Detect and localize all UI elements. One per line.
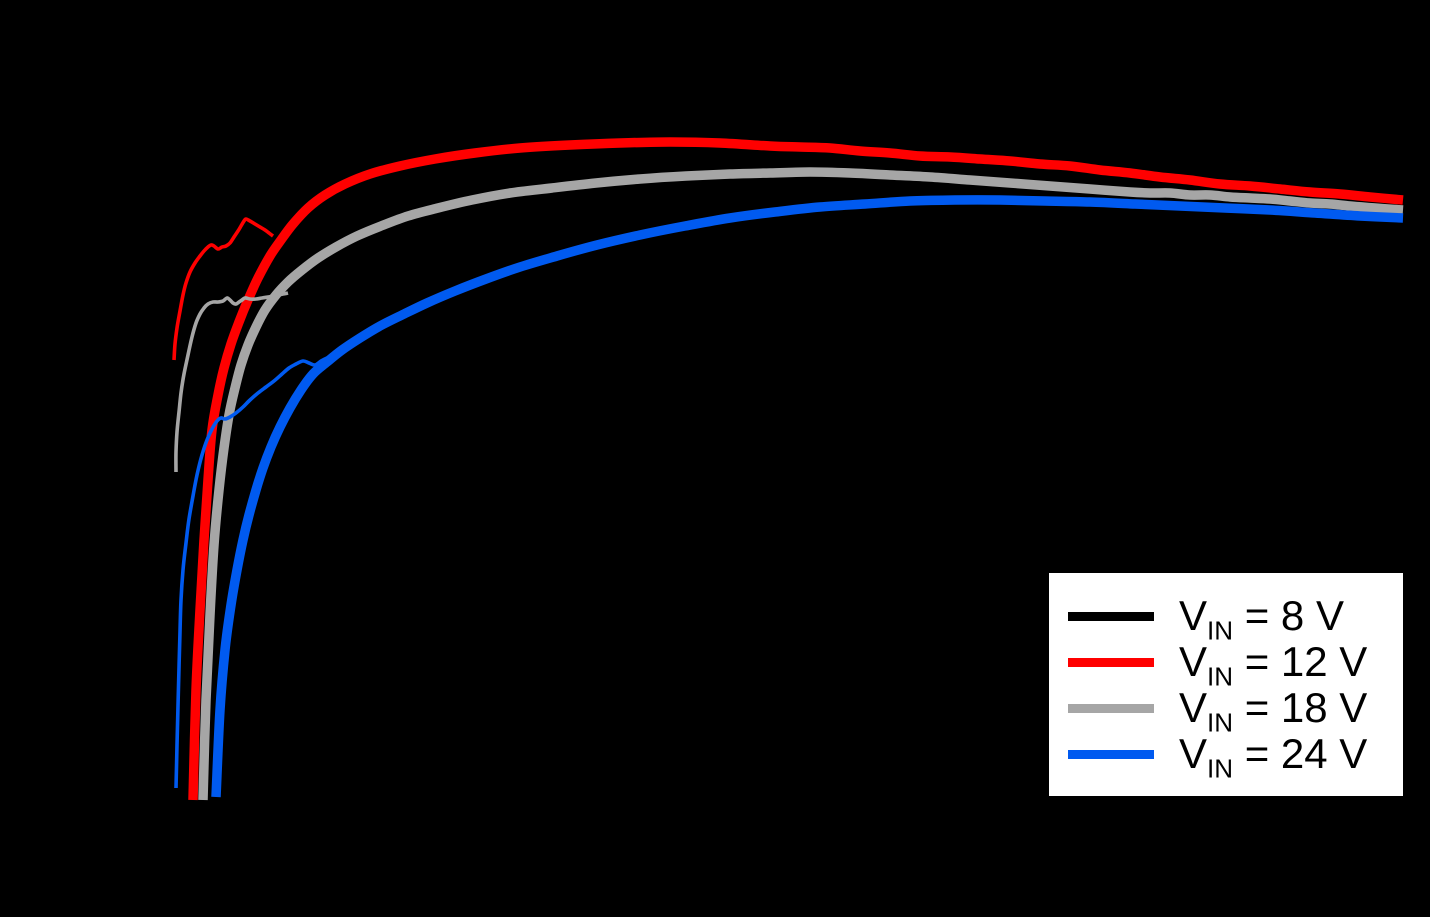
curve-vin-18v-thin [174,291,289,473]
curve-vin-12v-thick [188,137,1404,801]
legend-item-vin-8v: VIN = 8 V [1068,592,1403,646]
legend: VIN = 8 V VIN = 12 V VIN = 18 V VIN = 24… [1047,571,1405,798]
legend-swatch-vin-18v [1068,703,1154,713]
legend-item-vin-18v: VIN = 18 V [1068,684,1403,738]
legend-label-vin-12v: VIN = 12 V [1179,638,1368,692]
legend-swatch-vin-24v [1068,749,1154,759]
legend-swatch-vin-12v [1068,657,1154,667]
curve-vin-12v-thin [172,217,275,361]
curve-vin-24v-thick [211,195,1404,798]
legend-label-vin-24v: VIN = 24 V [1179,730,1368,784]
curve-vin-24v-thin [174,355,333,789]
curve-vin-18v-thick [198,167,1404,801]
legend-label-vin-8v: VIN = 8 V [1179,592,1344,646]
legend-swatch-vin-8v [1068,611,1154,621]
legend-label-vin-18v: VIN = 18 V [1179,684,1368,738]
legend-item-vin-12v: VIN = 12 V [1068,638,1403,692]
legend-item-vin-24v: VIN = 24 V [1068,730,1403,784]
